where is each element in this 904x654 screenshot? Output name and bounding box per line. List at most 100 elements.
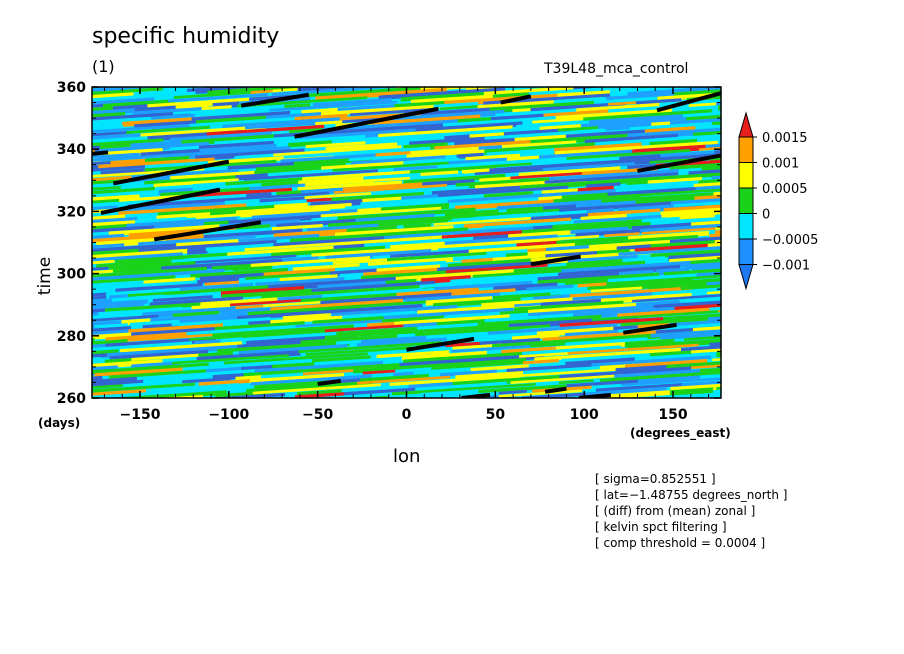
field-band [74,72,102,78]
field-band [32,251,58,259]
field-band [534,77,614,87]
field-band [533,294,575,301]
field-band [666,361,721,369]
field-band [94,323,128,328]
field-band [214,321,305,331]
field-band [462,52,551,62]
field-band [366,25,479,37]
field-band [297,180,402,191]
field-band [32,426,78,433]
field-band [402,322,525,335]
field-band [673,201,721,208]
field-band [539,242,579,249]
field-band [119,194,188,202]
field-band [320,297,367,305]
threshold-segment [240,92,310,108]
field-band [32,67,78,73]
field-band [591,46,650,56]
field-band [758,213,885,226]
field-band [555,149,589,155]
axes: −150 −100 −50 0 50 100 150 260 280 300 320 340 360 [57,80,721,423]
field-band [559,315,690,328]
field-band [300,290,429,304]
field-band [755,77,812,86]
field-band [437,259,561,272]
field-band [745,64,772,69]
field-band [451,214,512,223]
panel-label: (1) [92,57,115,76]
field-band [622,138,657,144]
field-band [406,149,486,158]
field-band [92,171,100,177]
threshold-segment [100,187,221,215]
field-band [143,64,179,72]
field-band [730,370,783,377]
field-band [330,68,454,80]
field-band [616,244,653,251]
field-band [522,359,559,365]
field-band [289,127,328,134]
field-band [748,60,871,72]
field-band [541,187,589,195]
field-band [32,289,57,296]
field-band [618,246,721,256]
field-band [316,56,400,66]
field-band [93,382,195,393]
field-band [32,256,79,262]
field-band [623,10,665,17]
field-band [274,202,308,209]
field-band [670,274,721,281]
field-band [632,294,721,303]
field-band [92,275,176,284]
field-band [181,133,295,146]
field-band [559,200,686,213]
field-band [478,382,585,394]
field-band [434,140,531,150]
field-band [32,238,61,245]
field-band [150,73,239,85]
field-band [92,233,125,240]
field-band [336,339,364,345]
field-band [304,71,365,80]
field-band [543,70,670,82]
field-band [194,339,221,345]
field-band [367,345,478,357]
field-band [207,247,252,254]
annotation-threshold: [ comp threshold = 0.0004 ] [595,536,766,550]
colorbar-label: 0.0005 [762,182,808,197]
field-band [419,278,521,289]
field-band [706,281,721,286]
field-band [313,97,392,107]
field-band [614,19,663,28]
field-band [536,60,576,68]
field-band [771,83,816,90]
field-band [729,274,786,282]
field-band [600,292,692,305]
field-band [390,249,475,258]
colorbar-top-triangle [738,111,754,138]
field-band [570,226,629,235]
field-band [181,66,239,74]
field-band [772,17,804,24]
field-band [583,64,670,75]
field-band [298,341,431,354]
y-tick-label: 260 [57,391,86,407]
field-band [414,382,536,394]
field-band [635,10,714,18]
field-band [152,295,213,302]
field-band [767,360,887,371]
field-band [197,277,239,284]
field-band [716,55,849,67]
field-band [172,354,289,365]
field-band [154,221,220,229]
field-band [742,296,789,303]
field-band [293,34,346,42]
field-band [48,249,86,256]
field-band [261,287,376,300]
field-band [229,69,295,78]
field-band [156,394,203,398]
field-band [712,121,721,127]
colorbar-label: 0 [762,208,770,223]
field-band [250,256,371,268]
field-band [583,109,713,122]
